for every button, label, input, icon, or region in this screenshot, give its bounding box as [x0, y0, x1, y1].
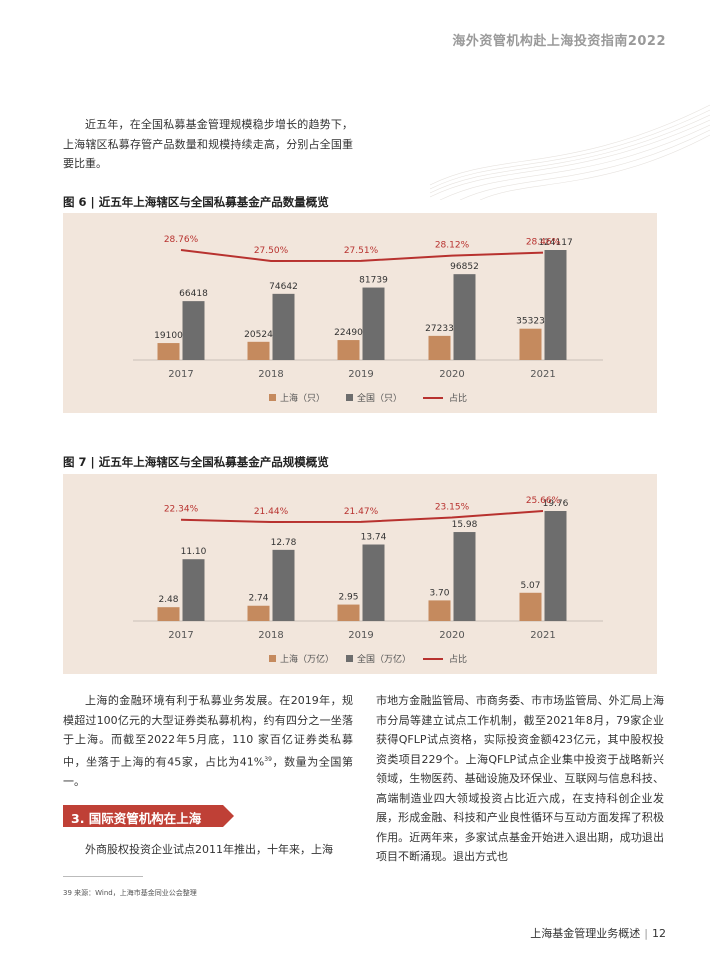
- left-paragraph-1-end: ，数量为全国第一。: [63, 755, 353, 788]
- data-label-national-2021: 124117: [538, 238, 572, 248]
- ratio-label-2019: 21.47%: [344, 507, 379, 517]
- bar-national-2017: [182, 559, 205, 621]
- legend-label-national: 全国（只）: [357, 392, 402, 404]
- figure-6-title: 图 6 | 近五年上海辖区与全国私募基金产品数量概览: [63, 195, 329, 209]
- bar-shanghai-2021: [519, 328, 542, 360]
- legend-swatch-national: [346, 394, 353, 401]
- legend-label-shanghai: 上海（只）: [280, 392, 325, 404]
- bar-national-2019: [362, 544, 385, 621]
- left-paragraph-2: 外商股权投资企业试点2011年推出，十年来，上海: [85, 843, 333, 856]
- figure-6-svg: 19100 66418 2017 20524 74642 2018 22490 81739 20…: [133, 235, 603, 404]
- x-tick-label-2021: 2021: [530, 630, 555, 641]
- data-label-shanghai-2017: 19100: [154, 331, 183, 341]
- left-paragraph-1: 上海的金融环境有利于私募业务发展。在2019年，规模超过100亿元的大型证券类私…: [63, 691, 353, 791]
- bar-shanghai-2020: [428, 600, 451, 621]
- legend-label-national: 全国（万亿）: [357, 653, 411, 665]
- data-label-shanghai-2017: 2.48: [158, 595, 178, 605]
- data-label-national-2018: 74642: [269, 282, 298, 292]
- figure-7-chart: 2.48 11.10 2017 2.74 12.78 2018 2.95 13.74 2019 3…: [63, 474, 657, 674]
- x-tick-label-2021: 2021: [530, 369, 555, 380]
- legend-label-ratio: 占比: [449, 392, 467, 404]
- data-label-shanghai-2018: 2.74: [248, 594, 268, 604]
- data-label-national-2020: 96852: [450, 262, 479, 272]
- bar-national-2020: [453, 532, 476, 621]
- x-tick-label-2018: 2018: [258, 369, 283, 380]
- bar-national-2018: [272, 293, 295, 360]
- figure-7-title: 图 7 | 近五年上海辖区与全国私募基金产品规模概览: [63, 455, 329, 469]
- right-column-paragraph: 市地方金融监管局、市商务委、市市场监管局、外汇局上海市分局等建立试点工作机制，截…: [376, 694, 664, 863]
- figure-7-svg: 2.48 11.10 2017 2.74 12.78 2018 2.95 13.74 2019 3…: [133, 496, 603, 665]
- bar-national-2017: [182, 301, 205, 360]
- bar-shanghai-2018: [247, 341, 270, 360]
- bar-shanghai-2019: [337, 340, 360, 360]
- left-paragraph-1-text: 上海的金融环境有利于私募业务发展。在2019年，规模超过100亿元的大型证券类私…: [63, 694, 353, 769]
- section-heading-label: 3. 国际资管机构在上海: [71, 811, 202, 826]
- data-label-shanghai-2020: 27233: [425, 324, 454, 334]
- section-heading: 3. 国际资管机构在上海: [63, 805, 235, 827]
- bar-shanghai-2020: [428, 335, 451, 360]
- footnote: 39 来源：Wind，上海市基金同业公会整理: [63, 889, 197, 897]
- ratio-line: [180, 510, 544, 524]
- legend-swatch-shanghai: [269, 394, 276, 401]
- data-label-national-2017: 11.10: [181, 547, 207, 557]
- bar-national-2020: [453, 274, 476, 360]
- bar-national-2021: [544, 250, 567, 360]
- legend-swatch-shanghai: [269, 655, 276, 662]
- bar-shanghai-2017: [157, 607, 180, 621]
- footer-title: 上海基金管理业务概述: [530, 927, 641, 940]
- bar-shanghai-2021: [519, 592, 542, 621]
- ratio-label-2017: 22.34%: [164, 505, 199, 515]
- data-label-shanghai-2018: 20524: [244, 330, 273, 340]
- ratio-line: [180, 249, 544, 263]
- page-number: 12: [652, 927, 666, 940]
- data-label-national-2019: 81739: [359, 276, 388, 286]
- legend-swatch-national: [346, 655, 353, 662]
- data-label-shanghai-2020: 3.70: [429, 588, 449, 598]
- legend-label-shanghai: 上海（万亿）: [280, 653, 334, 665]
- legend-label-ratio: 占比: [449, 653, 467, 665]
- data-label-shanghai-2021: 35323: [516, 317, 545, 327]
- ratio-label-2017: 28.76%: [164, 235, 199, 245]
- bar-national-2018: [272, 549, 295, 621]
- page-footer: 上海基金管理业务概述 | 12: [530, 925, 666, 941]
- page-header-title: 海外资管机构赴上海投资指南2022: [452, 34, 666, 49]
- x-tick-label-2017: 2017: [168, 630, 193, 641]
- bar-shanghai-2019: [337, 604, 360, 621]
- x-tick-label-2018: 2018: [258, 630, 283, 641]
- data-label-national-2021: 19.76: [543, 499, 569, 509]
- ratio-label-2020: 23.15%: [435, 503, 470, 513]
- decorative-wave-lines: [430, 104, 710, 200]
- bar-shanghai-2017: [157, 343, 180, 360]
- ratio-label-2018: 21.44%: [254, 507, 289, 517]
- intro-paragraph: 近五年，在全国私募基金管理规模稳步增长的趋势下，上海辖区私募存管产品数量和规模持…: [63, 118, 353, 170]
- data-label-national-2017: 66418: [179, 289, 208, 299]
- data-label-shanghai-2021: 5.07: [520, 581, 540, 591]
- ratio-label-2021: 28.46%: [526, 238, 561, 248]
- data-label-shanghai-2019: 2.95: [338, 593, 358, 603]
- bar-national-2021: [544, 511, 567, 621]
- x-tick-label-2020: 2020: [439, 369, 464, 380]
- x-tick-label-2020: 2020: [439, 630, 464, 641]
- footnote-ref: 39: [264, 755, 272, 763]
- ratio-label-2020: 28.12%: [435, 241, 470, 251]
- bar-national-2019: [362, 287, 385, 360]
- data-label-shanghai-2019: 22490: [334, 328, 363, 338]
- ratio-label-2019: 27.51%: [344, 246, 379, 256]
- footnote-divider: [63, 876, 143, 877]
- ratio-label-2021: 25.66%: [526, 496, 561, 506]
- bar-shanghai-2018: [247, 605, 270, 621]
- data-label-national-2020: 15.98: [452, 520, 478, 530]
- data-label-national-2018: 12.78: [271, 538, 297, 548]
- data-label-national-2019: 13.74: [361, 533, 387, 543]
- ratio-label-2018: 27.50%: [254, 246, 289, 256]
- figure-6-chart: 19100 66418 2017 20524 74642 2018 22490 81739 20…: [63, 213, 657, 413]
- x-tick-label-2017: 2017: [168, 369, 193, 380]
- x-tick-label-2019: 2019: [348, 369, 373, 380]
- footer-separator: |: [644, 927, 648, 940]
- x-tick-label-2019: 2019: [348, 630, 373, 641]
